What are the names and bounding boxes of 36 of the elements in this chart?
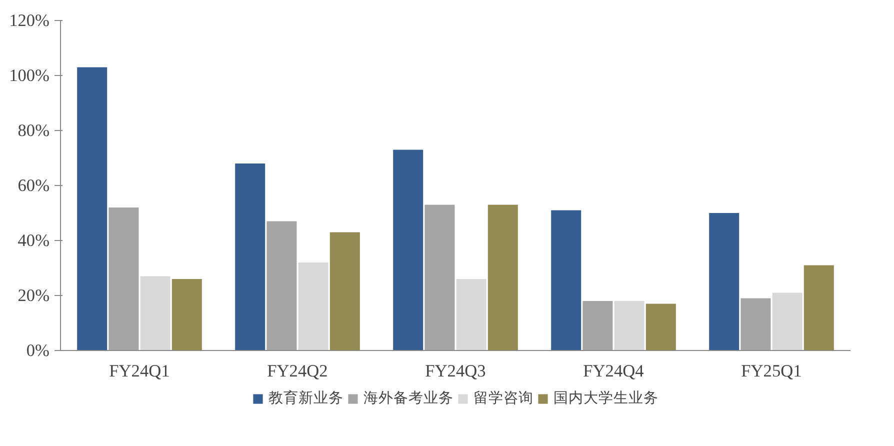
y-tick-label: 80%	[18, 121, 50, 140]
x-tick-label: FY24Q2	[267, 362, 328, 380]
bar	[646, 304, 676, 350]
bar	[108, 208, 139, 350]
bar	[740, 298, 771, 350]
x-tick-label: FY24Q3	[425, 362, 486, 380]
bar	[77, 67, 108, 350]
bar	[772, 292, 802, 350]
bar	[804, 265, 834, 350]
bar	[614, 301, 644, 350]
legend-label: 教育新业务	[268, 388, 344, 408]
bar	[140, 276, 170, 350]
y-tick-label: 60%	[18, 176, 50, 195]
y-tick-label: 40%	[18, 231, 50, 250]
legend-label: 海外备考业务	[364, 388, 454, 408]
bar	[551, 210, 582, 350]
x-tick-label: FY25Q1	[741, 362, 802, 380]
bar	[424, 204, 455, 350]
legend-label: 国内大学生业务	[554, 388, 658, 408]
bar	[488, 204, 518, 350]
bar	[235, 164, 266, 350]
x-tick-label: FY24Q4	[583, 362, 644, 380]
bar	[330, 232, 360, 350]
bar	[456, 279, 486, 350]
x-tick-label: FY24Q1	[109, 362, 170, 380]
y-tick-label: 100%	[9, 66, 50, 85]
y-tick-label: 0%	[26, 341, 50, 360]
legend-label: 留学咨询	[474, 388, 534, 408]
y-tick-label: 20%	[18, 286, 50, 305]
bar	[266, 221, 297, 350]
bar	[298, 262, 328, 350]
bar	[172, 279, 202, 350]
bar	[582, 301, 613, 350]
bar	[393, 150, 424, 350]
bar	[709, 213, 740, 350]
y-tick-label: 120%	[9, 11, 50, 30]
